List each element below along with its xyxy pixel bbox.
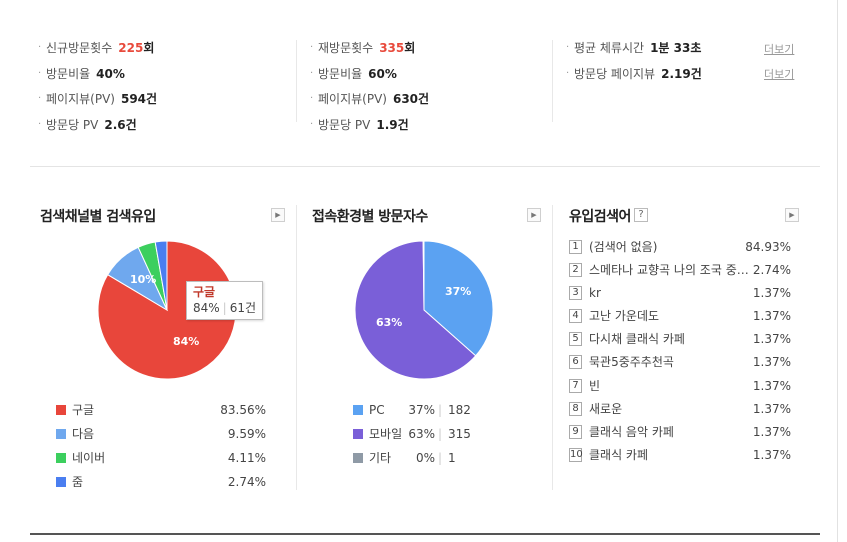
list-item[interactable]: 10 클래식 카페 1.37% bbox=[569, 447, 791, 462]
pie-label-pc: 37% bbox=[445, 285, 472, 298]
new-visit-stats: · 신규방문횟수 225회 · 방문비율 40% · 페이지뷰(PV) 594건 · 방문당 … bbox=[38, 38, 157, 140]
tooltip-separator: | bbox=[222, 301, 227, 315]
more-link-stay[interactable]: 더보기 bbox=[764, 43, 795, 56]
legend-item-daum[interactable]: 다음 9.59% bbox=[56, 424, 266, 448]
keyword-list: 1 (검색어 없음) 84.93% 2 스메타나 교향곡 나의 조국 중… 2.74% … bbox=[569, 238, 791, 469]
environment-expand-button[interactable]: ▶ bbox=[527, 208, 541, 222]
pie-slice-기타[interactable] bbox=[422, 240, 425, 311]
pie-label-google: 84% bbox=[173, 335, 200, 348]
divider bbox=[552, 205, 553, 490]
summary-stats: · 평균 체류시간 1분 33초 · 방문당 페이지뷰 2.19건 bbox=[566, 38, 702, 89]
bullet-icon: · bbox=[310, 93, 314, 104]
legend-swatch bbox=[353, 453, 363, 463]
legend-swatch bbox=[353, 429, 363, 439]
tooltip-title: 구글 bbox=[193, 285, 216, 299]
list-item[interactable]: 8 새로운 1.37% bbox=[569, 400, 791, 423]
divider bbox=[296, 40, 297, 122]
keywords-expand-button[interactable]: ▶ bbox=[785, 208, 799, 222]
arrow-right-icon: ▶ bbox=[275, 211, 281, 219]
search-channel-title: 검색채널별 검색유입 bbox=[40, 209, 156, 225]
legend-separator: | bbox=[438, 427, 443, 441]
environment-pie-chart bbox=[354, 240, 494, 380]
pie-slice-PC[interactable] bbox=[423, 240, 494, 357]
arrow-right-icon: ▶ bbox=[531, 211, 537, 219]
list-item[interactable]: 4 고난 가운데도 1.37% bbox=[569, 307, 791, 330]
legend-separator: | bbox=[438, 403, 443, 417]
bullet-icon: · bbox=[566, 67, 570, 79]
bullet-icon: · bbox=[38, 42, 42, 53]
revisit-pageview: · 페이지뷰(PV) 630건 bbox=[310, 89, 429, 115]
search-channel-pie-chart bbox=[97, 240, 237, 380]
search-channel-pie: 10% 84% bbox=[97, 240, 237, 383]
new-pv-per-visit: · 방문당 PV 2.6건 bbox=[38, 115, 157, 141]
list-item[interactable]: 6 묵관5중주추천곡 1.37% bbox=[569, 353, 791, 376]
revisit-pv-per-visit: · 방문당 PV 1.9건 bbox=[310, 115, 429, 141]
pie-label-daum: 10% bbox=[130, 273, 157, 286]
list-item[interactable]: 9 클래식 음악 카페 1.37% bbox=[569, 423, 791, 446]
tooltip-pct: 84% bbox=[193, 301, 220, 315]
search-channel-expand-button[interactable]: ▶ bbox=[271, 208, 285, 222]
legend-item-other[interactable]: 기타 0% | 1 bbox=[353, 448, 473, 472]
new-visit-ratio: · 방문비율 40% bbox=[38, 64, 157, 90]
new-visit-count: · 신규방문횟수 225회 bbox=[38, 38, 157, 64]
environment-title: 접속환경별 방문자수 bbox=[312, 209, 428, 225]
bullet-icon: · bbox=[566, 42, 570, 53]
revisit-ratio: · 방문비율 60% bbox=[310, 64, 429, 90]
keywords-title: 유입검색어 bbox=[569, 209, 631, 225]
list-item[interactable]: 7 빈 1.37% bbox=[569, 377, 791, 400]
list-item[interactable]: 5 다시채 클래식 카페 1.37% bbox=[569, 330, 791, 353]
legend-separator: | bbox=[438, 451, 443, 465]
environment-legend: PC 37% | 182 모바일 63% | 315 기타 0% | 1 bbox=[353, 400, 473, 472]
arrow-right-icon: ▶ bbox=[789, 211, 795, 219]
divider bbox=[552, 40, 553, 122]
bullet-icon: · bbox=[38, 118, 42, 130]
legend-swatch bbox=[56, 429, 66, 439]
pie-label-mobile: 63% bbox=[376, 316, 403, 329]
revisit-stats: · 재방문횟수 335회 · 방문비율 60% · 페이지뷰(PV) 630건 · 방문당 P… bbox=[310, 38, 429, 140]
pie-slice-모바일[interactable] bbox=[354, 240, 477, 380]
pages-per-visit: · 방문당 페이지뷰 2.19건 bbox=[566, 64, 702, 90]
bullet-icon: · bbox=[38, 67, 42, 79]
bullet-icon: · bbox=[310, 118, 314, 130]
bullet-icon: · bbox=[310, 67, 314, 79]
new-pageview: · 페이지뷰(PV) 594건 bbox=[38, 89, 157, 115]
legend-item-pc[interactable]: PC 37% | 182 bbox=[353, 400, 473, 424]
more-link-pages[interactable]: 더보기 bbox=[764, 68, 795, 81]
legend-swatch bbox=[56, 477, 66, 487]
environment-pie: 37% 63% bbox=[354, 240, 494, 383]
bottom-divider bbox=[30, 533, 820, 535]
pie-slice-줌[interactable] bbox=[154, 240, 168, 311]
legend-swatch bbox=[56, 453, 66, 463]
legend-swatch bbox=[56, 405, 66, 415]
tooltip-count: 61건 bbox=[229, 301, 257, 315]
pie-tooltip: 구글 84% | 61건 bbox=[186, 281, 264, 320]
revisit-count: · 재방문횟수 335회 bbox=[310, 38, 429, 64]
legend-item-naver[interactable]: 네이버 4.11% bbox=[56, 448, 266, 472]
list-item[interactable]: 1 (검색어 없음) 84.93% bbox=[569, 238, 791, 261]
legend-item-google[interactable]: 구글 83.56% bbox=[56, 400, 266, 424]
list-item[interactable]: 2 스메타나 교향곡 나의 조국 중… 2.74% bbox=[569, 261, 791, 284]
help-icon[interactable]: ? bbox=[634, 208, 648, 222]
divider bbox=[296, 205, 297, 490]
search-channel-legend: 구글 83.56% 다음 9.59% 네이버 4.11% 줌 2.74% bbox=[56, 400, 266, 496]
bullet-icon: · bbox=[38, 93, 42, 104]
avg-stay-time: · 평균 체류시간 1분 33초 bbox=[566, 38, 702, 64]
section-divider bbox=[30, 166, 820, 167]
legend-swatch bbox=[353, 405, 363, 415]
legend-item-mobile[interactable]: 모바일 63% | 315 bbox=[353, 424, 473, 448]
bullet-icon: · bbox=[310, 42, 314, 53]
legend-item-zum[interactable]: 줌 2.74% bbox=[56, 472, 266, 496]
list-item[interactable]: 3 kr 1.37% bbox=[569, 284, 791, 307]
